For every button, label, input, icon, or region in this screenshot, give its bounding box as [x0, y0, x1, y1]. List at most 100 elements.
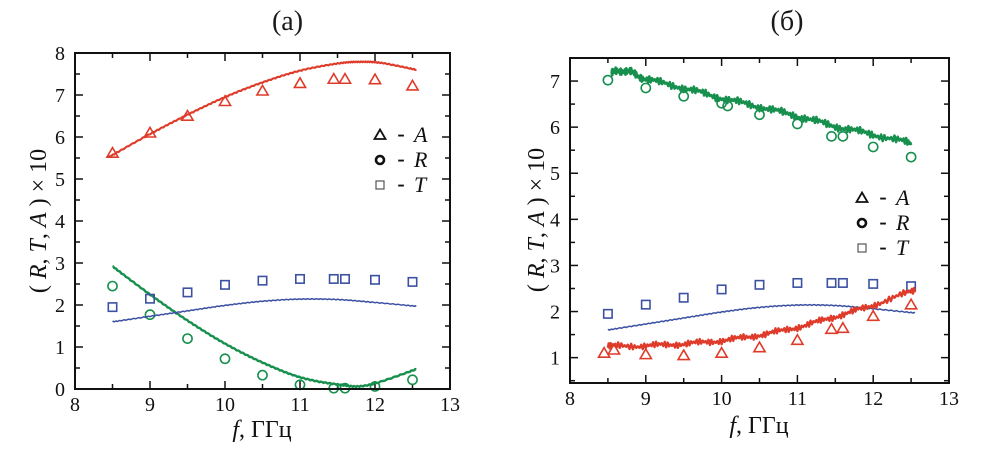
square-marker [294, 273, 305, 284]
legend-label: A [894, 185, 910, 210]
legend-label: R [413, 147, 428, 172]
plot-frame [569, 57, 950, 384]
x-axis-label: f, ГГц [729, 413, 788, 439]
triangle-marker [105, 145, 120, 158]
chart-b-title: (б) [770, 6, 804, 37]
circle-marker [678, 90, 690, 102]
square-marker [826, 277, 837, 288]
legend-label: R [895, 210, 910, 235]
legend-separator: - [879, 184, 886, 209]
triangle-marker [293, 76, 307, 89]
triangle-marker [714, 346, 729, 359]
triangle-marker [835, 321, 850, 334]
y-tick-label: 7 [550, 71, 560, 93]
y-tick-label: 2 [55, 295, 65, 317]
legend-label: A [412, 122, 428, 147]
series-A-experiment-triangles [597, 297, 919, 361]
x-tick-label: 12 [365, 394, 385, 416]
legend-circle-icon [374, 154, 386, 166]
triangle-marker [790, 333, 805, 346]
circle-marker [867, 141, 879, 153]
x-tick-label: 9 [145, 394, 155, 416]
circle-marker [257, 369, 268, 381]
y-tick-label: 2 [550, 302, 560, 324]
triangle-marker [180, 109, 195, 121]
triangle-marker [218, 94, 232, 107]
square-marker [369, 274, 380, 285]
legend-separator: - [397, 121, 404, 146]
legend: - A- R- T [372, 121, 428, 197]
series-R-experiment-circles [602, 74, 917, 163]
y-tick-label: 4 [55, 211, 65, 233]
circle-marker [107, 280, 118, 292]
series-A-experiment-triangles [105, 72, 420, 158]
y-tick-label: 6 [550, 117, 560, 139]
triangle-marker [597, 346, 612, 359]
triangle-marker [676, 348, 691, 361]
triangle-marker [638, 347, 653, 360]
triangle-marker [752, 340, 767, 353]
series-T-experiment-squares [602, 277, 917, 319]
square-marker [339, 273, 350, 284]
legend-label: T [414, 172, 428, 197]
square-marker [220, 279, 231, 290]
y-tick-label: 5 [55, 169, 65, 191]
triangle-marker [866, 309, 881, 322]
square-marker [328, 273, 339, 284]
square-marker [792, 277, 803, 288]
square-marker [678, 292, 689, 303]
x-tick-label: 12 [863, 388, 883, 410]
square-marker [145, 293, 156, 304]
circle-marker [219, 353, 231, 365]
legend-separator: - [397, 146, 404, 171]
circle-marker [407, 374, 418, 386]
x-tick-label: 13 [939, 388, 959, 410]
circle-marker [144, 309, 156, 321]
x-tick-label: 11 [290, 394, 309, 416]
square-marker [640, 299, 651, 310]
circle-marker [754, 109, 765, 121]
circle-marker [602, 74, 614, 86]
series-R-model-line [112, 265, 417, 389]
series-T-model-line [112, 297, 417, 323]
y-tick-label: 7 [55, 85, 65, 107]
legend-separator: - [879, 234, 886, 259]
square-marker [868, 278, 879, 289]
y-tick-label: 3 [55, 253, 65, 275]
series-A-model-line [606, 286, 917, 351]
y-tick-label: 6 [55, 127, 65, 149]
legend-square-icon [375, 180, 385, 190]
plot-frame [74, 52, 451, 390]
series-A-model-line [107, 60, 417, 158]
square-marker [407, 276, 418, 287]
x-tick-label: 13 [440, 394, 460, 416]
triangle-marker [255, 83, 270, 96]
y-tick-label: 5 [550, 163, 560, 185]
y-tick-label: 8 [55, 43, 65, 65]
circle-marker [640, 82, 652, 94]
triangle-marker [606, 342, 621, 355]
triangle-marker [143, 125, 157, 138]
y-tick-label: 4 [550, 209, 560, 231]
square-marker [257, 275, 268, 286]
square-marker [107, 302, 118, 313]
triangle-marker [405, 78, 420, 91]
y-axis-label: ( R, T, A ) × 10 [524, 148, 550, 292]
x-tick-label: 10 [215, 394, 235, 416]
legend-triangle-icon [854, 190, 870, 203]
circle-marker [905, 151, 917, 163]
x-tick-label: 8 [70, 394, 80, 416]
y-tick-label: 1 [550, 348, 560, 370]
square-marker [754, 279, 765, 290]
legend-triangle-icon [372, 127, 388, 140]
x-tick-label: 11 [788, 388, 807, 410]
square-marker [716, 284, 727, 295]
legend: - A- R- T [854, 184, 910, 260]
legend-separator: - [879, 209, 886, 234]
